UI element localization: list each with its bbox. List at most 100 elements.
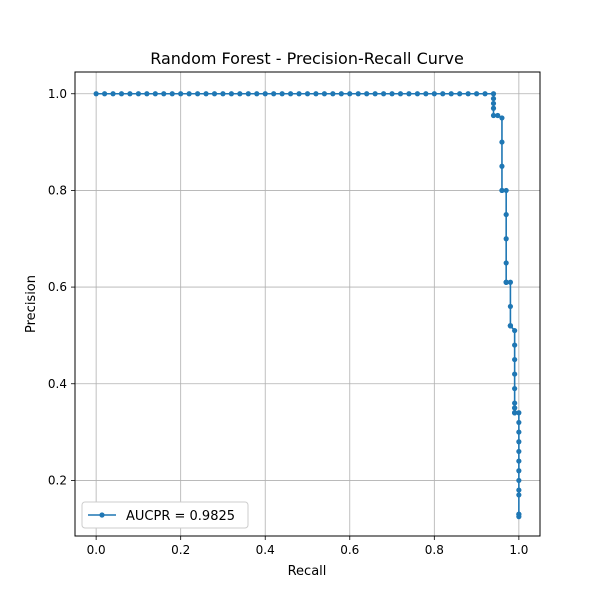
pr-curve-point — [254, 91, 260, 97]
pr-curve-point — [262, 91, 268, 97]
legend-box — [81, 501, 249, 529]
pr-curve-point — [507, 279, 514, 285]
pr-curve-point — [490, 95, 497, 102]
pr-curve-point — [271, 91, 277, 97]
pr-curve-point — [495, 112, 501, 119]
pr-curve-point — [512, 400, 518, 406]
pr-curve-point — [507, 303, 514, 310]
pr-curve-point — [296, 91, 302, 97]
pr-curve-point — [101, 91, 108, 97]
pr-curve-point — [512, 342, 518, 348]
pr-curve-point — [490, 91, 497, 97]
pr-curve-point — [512, 410, 518, 416]
pr-curve-point — [516, 514, 522, 520]
y-tick-label: 0.2 — [48, 473, 67, 487]
pr-curve-point — [152, 91, 158, 97]
pr-curve-point — [313, 91, 319, 97]
pr-curve-point — [380, 91, 387, 97]
pr-curve-point — [503, 211, 509, 218]
pr-curve-point — [516, 487, 522, 493]
pr-curve-point — [516, 419, 522, 426]
x-tick-label: 0.4 — [256, 543, 275, 557]
pr-curve-point — [406, 91, 412, 97]
legend: AUCPR = 0.9825 — [81, 501, 249, 529]
pr-curve-point — [186, 91, 192, 97]
x-axis-label: Recall — [288, 564, 327, 579]
pr-curve-point — [512, 371, 518, 377]
pr-curve-point — [490, 105, 497, 111]
pr-curve-point — [499, 139, 505, 145]
pr-curve-point — [516, 429, 522, 435]
legend-marker-icon — [99, 512, 105, 518]
pr-curve-point — [178, 91, 184, 97]
pr-curve-point — [499, 115, 505, 121]
pr-curve-point — [465, 91, 471, 97]
pr-curve-point — [507, 323, 514, 329]
x-tick-label: 1.0 — [509, 543, 528, 557]
pr-curve-point — [482, 91, 488, 97]
series-layer — [93, 91, 522, 520]
pr-curve-point — [245, 91, 251, 97]
pr-curve-point — [287, 91, 294, 97]
pr-curve-point — [127, 91, 133, 97]
pr-curve-point — [397, 91, 404, 97]
pr-curve-point — [347, 91, 353, 97]
pr-curve-point — [516, 477, 522, 484]
pr-curve-point — [503, 187, 509, 194]
pr-curve-point — [118, 91, 125, 97]
pr-curve-point — [516, 492, 522, 498]
y-tick-label: 0.6 — [48, 280, 67, 294]
pr-curve-point — [169, 91, 175, 97]
pr-curve-point — [431, 91, 437, 97]
pr-curve-point — [516, 410, 522, 416]
pr-curve-point — [490, 100, 497, 107]
pr-curve-point — [414, 91, 421, 97]
pr-curve-point — [512, 405, 518, 411]
pr-curve-point — [135, 91, 142, 97]
pr-curve-point — [503, 260, 509, 266]
pr-curve-point — [503, 279, 509, 285]
x-tick-label: 0.8 — [425, 543, 444, 557]
pr-curve-point — [516, 458, 522, 464]
pr-curve-point — [490, 112, 497, 119]
pr-curve-point — [161, 91, 167, 97]
pr-curve-point — [144, 91, 150, 97]
pr-curve-point — [364, 91, 370, 97]
legend-label: AUCPR = 0.9825 — [126, 509, 235, 524]
pr-curve-point — [194, 91, 201, 97]
pr-curve-point — [355, 91, 361, 97]
pr-curve-point — [440, 91, 446, 97]
x-tick-label: 0.6 — [340, 543, 359, 557]
pr-curve-point — [516, 468, 522, 474]
y-tick-label: 0.4 — [48, 377, 67, 391]
pr-curve-point — [237, 91, 243, 97]
pr-curve-point — [389, 91, 395, 97]
pr-curve-point — [503, 236, 509, 242]
pr-curve-point — [512, 327, 518, 334]
pr-curve-point — [473, 91, 480, 97]
y-tick-label: 0.8 — [48, 183, 67, 197]
pr-curve-point — [516, 448, 522, 455]
pr-curve-point — [372, 91, 378, 97]
pr-curve-point — [512, 385, 518, 392]
plot-frame — [74, 71, 541, 537]
axis-ticks: 0.0 0.2 0.4 0.6 0.8 1.0 0.2 0.4 0.6 0.8 1.0 — [48, 87, 529, 557]
x-tick-label: 0.2 — [171, 543, 190, 557]
x-tick-label: 0.0 — [87, 543, 106, 557]
pr-curve-point — [423, 91, 429, 97]
y-axis-label: Precision — [24, 275, 39, 333]
pr-curve-point — [304, 91, 311, 97]
pr-curve-point — [211, 91, 218, 97]
pr-curve-point — [279, 91, 285, 97]
pr-curve-point — [228, 91, 235, 97]
pr-curve-point — [321, 91, 328, 97]
y-tick-label: 1.0 — [48, 87, 67, 101]
pr-curve-point — [110, 91, 116, 97]
pr-curve-point — [512, 356, 518, 363]
pr-curve-point — [457, 91, 463, 97]
chart-title: Random Forest - Precision-Recall Curve — [150, 49, 464, 68]
pr-curve-point — [203, 91, 209, 97]
pr-curve-point — [220, 91, 226, 97]
